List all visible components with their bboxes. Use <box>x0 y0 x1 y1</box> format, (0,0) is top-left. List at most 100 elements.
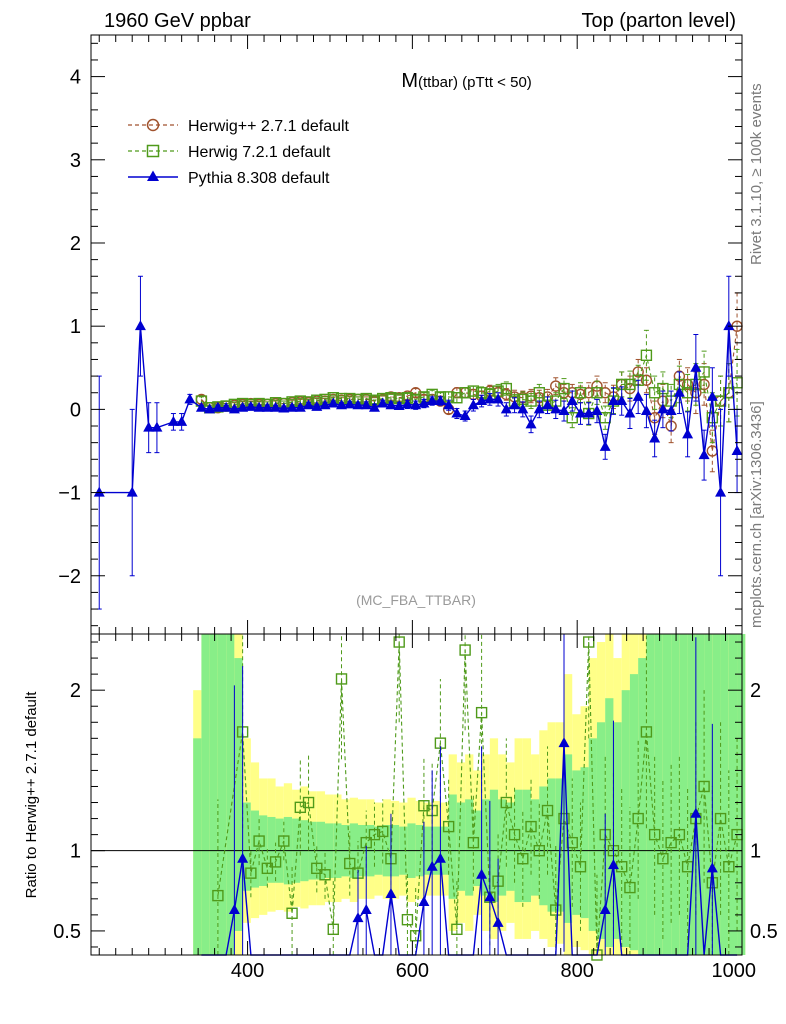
ratio-herwig7-point <box>681 861 694 873</box>
ratio-band-green <box>456 802 466 891</box>
legend-label-herwigpp: Herwig++ 2.7.1 default <box>188 118 350 135</box>
ratio-herwig7-point <box>451 923 463 936</box>
pythia-point <box>690 361 702 372</box>
ratio-ytick-label-left: 2 <box>70 680 81 702</box>
pythia-point <box>476 395 488 406</box>
ratio-herwig7-point <box>500 796 513 809</box>
mcplots-label: mcplots.cern.ch [arXiv:1306.3436] <box>748 401 765 628</box>
pythia-point <box>410 399 422 410</box>
main-plot-panel: −2 −1 0 1 2 3 4 M (ttbar) (pTtt < 50) (MC_FBA_… <box>58 34 743 635</box>
ratio-band-green <box>498 799 507 896</box>
ratio-band-green <box>209 634 218 955</box>
ratio-band-green <box>506 802 515 891</box>
ratio-xtick-label: 800 <box>561 960 594 982</box>
main-ytick-label: −1 <box>58 483 81 505</box>
herwigpp-point <box>550 380 562 392</box>
ratio-band-green <box>646 634 655 955</box>
legend-entry-pythia: Pythia 8.308 default <box>128 170 330 187</box>
pythia-point <box>401 398 413 409</box>
ratio-herwig7-point <box>302 796 315 809</box>
pythia-point <box>731 444 743 455</box>
ratio-herwig7-point <box>566 836 578 849</box>
ratio-pythia-point <box>385 888 397 899</box>
pythia-point <box>459 410 471 421</box>
ratio-ytick-label-left: 0.5 <box>53 921 81 943</box>
ratio-pythia-point <box>607 859 619 870</box>
pythia-point <box>566 395 578 406</box>
herwig7-point <box>698 366 710 378</box>
pythia-point <box>393 400 405 411</box>
ratio-herwig7-point <box>311 862 323 875</box>
herwig7-point <box>467 385 480 397</box>
herwig7-point <box>731 377 743 389</box>
pythia-point <box>434 395 446 406</box>
pythia-point <box>184 393 196 404</box>
herwig7-point <box>533 387 545 399</box>
pythia-point <box>698 449 710 460</box>
ratio-pythia-point <box>706 862 718 873</box>
ratio-ytick-label-right: 2 <box>750 680 761 702</box>
pythia-point <box>385 399 397 410</box>
herwig7-point <box>574 387 587 399</box>
pythia-point <box>591 405 603 416</box>
pythia-point <box>134 320 146 331</box>
ratio-herwig7-point <box>723 861 735 873</box>
pythia-point <box>278 402 290 413</box>
ratio-band-green <box>201 634 210 955</box>
ratio-herwig7-point <box>393 636 405 648</box>
pythia-point <box>443 399 455 410</box>
ratio-herwig7-point <box>541 804 554 817</box>
ratio-band-green <box>679 634 688 955</box>
herwigpp-point <box>500 388 513 401</box>
ratio-herwig7-point <box>648 828 661 841</box>
ratio-herwig7-point <box>508 828 521 841</box>
ratio-band-green <box>720 634 729 955</box>
herwig7-point <box>640 349 653 361</box>
ratio-ytick-label-right: 1 <box>750 841 761 863</box>
pythia-point <box>542 399 554 410</box>
ratio-pythia-point <box>558 737 570 748</box>
ratio-ytick-label-right: 0.5 <box>750 921 778 943</box>
ratio-band-green <box>572 770 581 915</box>
ratio-band-green <box>267 816 276 883</box>
pythia-point <box>632 390 644 401</box>
ratio-pythia-point <box>599 904 611 915</box>
ratio-herwig7-point <box>574 861 587 873</box>
pythia-point <box>327 397 339 408</box>
herwigpp-line <box>201 326 738 452</box>
ratio-band-green <box>605 698 614 947</box>
ratio-herwig7-point <box>261 862 274 875</box>
ratio-band-green <box>234 658 243 931</box>
main-ytick-label: 1 <box>70 316 81 338</box>
pythia-point <box>484 393 496 404</box>
ratio-herwig7-point <box>665 836 677 849</box>
ratio-band-green <box>671 634 680 955</box>
legend-marker-pythia <box>147 170 159 181</box>
ratio-herwig7-point <box>269 856 282 868</box>
ratio-herwig7-point <box>401 913 414 926</box>
ratio-pythia-point <box>476 868 488 879</box>
pythia-point <box>624 407 636 418</box>
herwig7-point <box>591 387 603 399</box>
pythia-point <box>360 399 372 410</box>
ratio-band-green <box>531 799 540 896</box>
pythia-point <box>286 401 298 412</box>
ratio-pythia-point <box>434 852 446 863</box>
ratio-herwig7-point <box>442 820 455 833</box>
plot-title-main: M <box>401 70 418 92</box>
main-series-herwigpp <box>195 292 743 473</box>
legend-entry-herwigpp: Herwig++ 2.7.1 default <box>128 118 350 135</box>
ratio-band-green <box>193 738 202 955</box>
pythia-point <box>492 393 504 404</box>
main-ytick-label: −2 <box>58 566 81 588</box>
ratio-herwig7-point <box>673 828 686 841</box>
ratio-band-green <box>489 789 499 903</box>
ratio-herwig7-point <box>525 820 537 833</box>
ratio-band-green <box>704 634 713 955</box>
main-ytick-label: 3 <box>70 150 81 172</box>
main-series-pythia <box>93 275 743 610</box>
pythia-point <box>500 403 512 414</box>
pythia-point <box>245 400 257 411</box>
ratio-herwig7-point <box>583 636 595 648</box>
